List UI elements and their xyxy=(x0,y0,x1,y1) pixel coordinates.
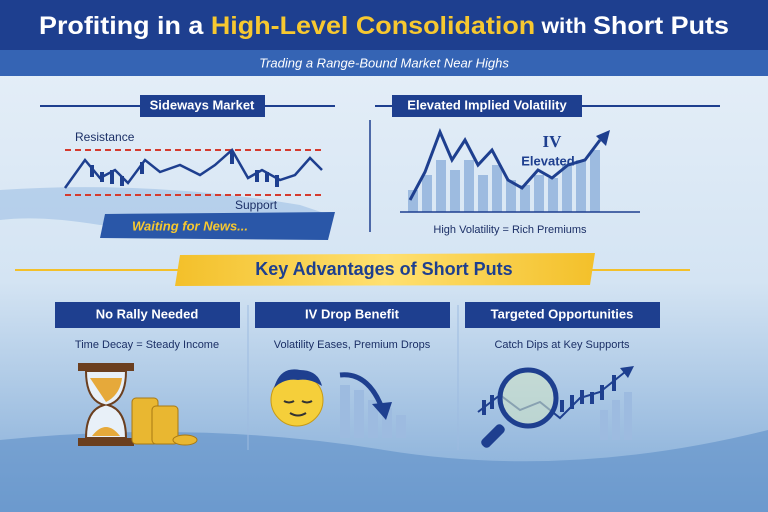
ribbon xyxy=(255,302,450,328)
candles-part xyxy=(570,395,574,409)
header-band xyxy=(0,0,768,50)
card-heading: IV Drop Benefit xyxy=(305,306,400,321)
bars-part xyxy=(520,185,530,212)
badge: IV xyxy=(543,132,563,151)
brush xyxy=(100,212,335,240)
bars-part xyxy=(562,165,572,212)
bars-part xyxy=(612,400,620,440)
subtitle-band xyxy=(0,50,768,76)
bars-part xyxy=(464,160,474,212)
candles-part xyxy=(600,385,604,400)
card-caption: Catch Dips at Key Supports xyxy=(494,339,630,351)
card-caption: Time Decay = Steady Income xyxy=(75,339,219,351)
arrow-head xyxy=(372,402,392,420)
candles-part xyxy=(612,375,616,391)
banner: Key Advantages of Short Puts xyxy=(255,259,512,279)
bars-part xyxy=(408,190,418,212)
bars-part xyxy=(340,385,350,438)
bars-part xyxy=(576,160,586,212)
bars xyxy=(340,385,406,438)
magnifier xyxy=(481,367,559,448)
magnifier-part xyxy=(497,367,559,429)
caption: High Volatility = Rich Premiums xyxy=(433,224,587,236)
bars-part xyxy=(422,175,432,212)
candles-part xyxy=(90,165,94,177)
face-part xyxy=(274,369,322,388)
ribbon xyxy=(465,302,660,328)
bars-part xyxy=(590,150,600,212)
coins-part xyxy=(172,434,198,446)
panel-heading: Sideways Market xyxy=(150,97,255,112)
bars-part xyxy=(382,408,392,438)
card-caption: Volatility Eases, Premium Drops xyxy=(274,339,431,351)
resistance-label: Resistance xyxy=(75,130,135,144)
candles-part xyxy=(275,175,279,187)
badge: Elevated xyxy=(521,153,575,168)
bars-part xyxy=(534,175,544,212)
title: Profiting in a High-Level Consolidation … xyxy=(39,12,729,40)
bars-part xyxy=(478,175,488,212)
bars xyxy=(408,150,600,212)
card-heading: Targeted Opportunities xyxy=(491,306,634,321)
panel-heading: Elevated Implied Volatility xyxy=(407,97,567,112)
face-part xyxy=(283,400,313,417)
bars-part xyxy=(548,178,558,212)
candles-part xyxy=(265,172,269,182)
hourglass-part xyxy=(92,427,120,436)
title-part: Short Puts xyxy=(593,12,729,40)
arrow xyxy=(339,372,385,409)
caption: Waiting for News... xyxy=(132,218,248,233)
candles-part xyxy=(140,162,144,174)
bars-part xyxy=(624,392,632,440)
bars-part xyxy=(436,160,446,212)
ribbon xyxy=(140,95,265,117)
ribbon xyxy=(392,95,582,117)
support-label: Support xyxy=(235,198,278,212)
hourglass-part xyxy=(78,363,134,371)
card-heading: No Rally Needed xyxy=(96,306,199,321)
bars-part xyxy=(600,410,608,440)
candles-part xyxy=(560,400,564,412)
bars-part xyxy=(506,180,516,212)
candles-part xyxy=(230,152,234,164)
bars xyxy=(600,392,632,440)
title-part: High-Level Consolidation xyxy=(211,12,535,40)
coins-part xyxy=(151,405,179,445)
bars-part xyxy=(368,400,378,438)
hourglass xyxy=(78,363,134,446)
arrow-head xyxy=(620,366,634,378)
banner-band xyxy=(175,253,595,286)
candles-part xyxy=(255,170,259,182)
iv-line xyxy=(408,127,602,201)
hourglass-part xyxy=(78,438,134,446)
bars-part xyxy=(450,170,460,212)
title-part: with xyxy=(535,15,593,38)
magnifier-part xyxy=(481,424,505,448)
face xyxy=(270,369,324,427)
candles-part xyxy=(110,170,114,184)
candles xyxy=(90,152,279,187)
candles-part xyxy=(120,176,124,186)
candles-part xyxy=(590,392,594,404)
subtitle: Trading a Range-Bound Market Near Highs xyxy=(259,55,509,70)
ribbon xyxy=(55,302,240,328)
title-part: Profiting in a xyxy=(39,12,211,40)
bars-part xyxy=(396,415,406,438)
arrow-head xyxy=(596,130,610,146)
wave xyxy=(0,430,768,512)
candles-part xyxy=(100,172,104,182)
bars-part xyxy=(354,390,364,438)
coins xyxy=(131,397,198,446)
bars-part xyxy=(492,165,502,212)
hourglass-part xyxy=(90,378,122,402)
